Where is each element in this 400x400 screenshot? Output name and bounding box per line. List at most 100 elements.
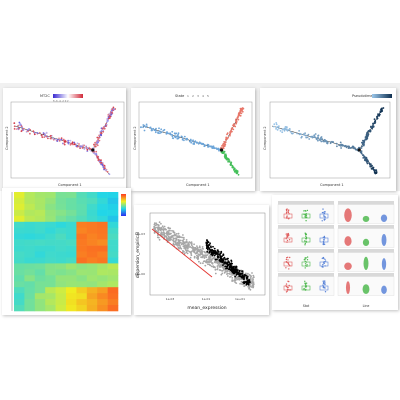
heatmap-cell bbox=[107, 203, 119, 211]
cell-point bbox=[97, 159, 100, 161]
cell-point bbox=[367, 134, 369, 137]
cell-point bbox=[372, 125, 375, 127]
gene-point bbox=[163, 232, 166, 235]
cell-point bbox=[73, 143, 76, 146]
heatmap-cell bbox=[24, 215, 36, 223]
cell-point bbox=[283, 129, 286, 132]
cell-point bbox=[197, 142, 200, 145]
cell-point bbox=[227, 160, 229, 163]
gene-point bbox=[186, 252, 189, 255]
violin-svg: Stat Line bbox=[272, 195, 398, 310]
cell-point bbox=[13, 125, 16, 128]
cell-point bbox=[232, 128, 235, 131]
jitter-point bbox=[304, 242, 306, 245]
heatmap-cell bbox=[14, 239, 25, 246]
cell-point bbox=[86, 148, 89, 151]
heatmap-cell bbox=[86, 281, 98, 288]
ordering-gene-point bbox=[223, 256, 226, 259]
cell-point bbox=[308, 138, 311, 140]
cell-point bbox=[20, 130, 23, 133]
heatmap-cell bbox=[55, 203, 67, 211]
box-outline bbox=[301, 285, 311, 291]
cell-point bbox=[326, 142, 329, 145]
cell-point bbox=[189, 140, 191, 143]
heatmap-cell bbox=[97, 293, 108, 300]
gene-point bbox=[226, 275, 229, 277]
ordering-gene-point bbox=[213, 247, 216, 250]
ordering-gene-point bbox=[211, 248, 213, 251]
cell-point bbox=[225, 157, 228, 160]
heatmap-cell bbox=[107, 245, 119, 252]
ordering-gene-point bbox=[219, 253, 222, 255]
gene-point bbox=[219, 269, 222, 272]
cell-point bbox=[95, 153, 98, 156]
gene-point bbox=[177, 232, 180, 235]
violin-facets bbox=[277, 201, 395, 296]
heatmap-cell bbox=[45, 269, 56, 276]
trajectory-mt2c-svg: MT2C 8 -6 -4 -2 0 2 Component 1 Componen… bbox=[5, 94, 125, 187]
heatmap-cell bbox=[24, 221, 36, 229]
heatmap-cell bbox=[45, 263, 56, 270]
cell-point bbox=[52, 138, 55, 141]
jitter-point bbox=[304, 280, 306, 282]
cell-point bbox=[194, 140, 197, 142]
cell-point bbox=[362, 154, 364, 157]
cell-point bbox=[160, 131, 163, 134]
ordering-gene-point bbox=[247, 281, 250, 284]
cell-point bbox=[67, 139, 69, 142]
cell-point bbox=[59, 138, 62, 141]
cell-point bbox=[63, 143, 66, 146]
heatmap-cell bbox=[97, 227, 108, 234]
ordering-gene-point bbox=[219, 255, 222, 257]
trajectory-plot-mt2c: MT2C 8 -6 -4 -2 0 2 Component 1 Componen… bbox=[3, 88, 126, 191]
jitter-point bbox=[286, 290, 288, 292]
heatmap-cell bbox=[97, 305, 108, 312]
cell-point bbox=[100, 161, 103, 164]
heatmap-cell bbox=[45, 245, 56, 252]
jitter-point bbox=[324, 282, 326, 284]
cell-point bbox=[237, 115, 240, 118]
gene-point bbox=[234, 277, 236, 280]
heatmap-cell bbox=[107, 227, 119, 234]
jitter-point bbox=[285, 258, 288, 261]
gene-point bbox=[220, 273, 223, 276]
heatmap-cell bbox=[97, 287, 108, 294]
heatmap-cell bbox=[34, 299, 46, 306]
heatmap-cell bbox=[34, 209, 46, 217]
heatmap-cell bbox=[45, 239, 56, 246]
jitter-point bbox=[305, 282, 308, 284]
jitter-point bbox=[305, 240, 307, 242]
ordering-gene-point bbox=[206, 248, 209, 251]
gene-point bbox=[199, 254, 201, 256]
gene-point bbox=[175, 235, 178, 237]
gene-point bbox=[185, 239, 188, 241]
heatmap-cell bbox=[66, 209, 77, 217]
gene-point bbox=[156, 236, 159, 239]
legend-entry-4: 4 bbox=[202, 94, 204, 98]
cell-point bbox=[369, 165, 372, 168]
heatmap-cell bbox=[45, 293, 56, 300]
x-tick-label-1: 1e-03 bbox=[166, 297, 175, 301]
ordering-gene-point bbox=[233, 271, 236, 273]
ordering-gene-point bbox=[230, 259, 233, 262]
heatmap-cell bbox=[34, 221, 46, 229]
heatmap-cell bbox=[66, 263, 77, 270]
branch-node bbox=[357, 148, 361, 152]
y-axis-label: Component 2 bbox=[133, 126, 137, 150]
gene-point bbox=[192, 246, 195, 249]
heatmap-cell bbox=[14, 257, 25, 264]
cell-point bbox=[374, 119, 377, 122]
cell-point bbox=[20, 125, 23, 128]
ordering-gene-point bbox=[206, 247, 209, 249]
legend-entry-2: 2 bbox=[192, 94, 194, 98]
jitter-point bbox=[286, 211, 288, 213]
gene-point bbox=[185, 249, 187, 252]
gene-point bbox=[201, 247, 204, 250]
heatmap-cell bbox=[66, 269, 77, 276]
jitter-point bbox=[324, 211, 326, 213]
facet-strip bbox=[338, 225, 394, 229]
heatmap-cell bbox=[107, 192, 119, 199]
heatmap-cell bbox=[24, 305, 36, 312]
gene-point bbox=[197, 257, 200, 260]
gene-point bbox=[207, 263, 209, 266]
